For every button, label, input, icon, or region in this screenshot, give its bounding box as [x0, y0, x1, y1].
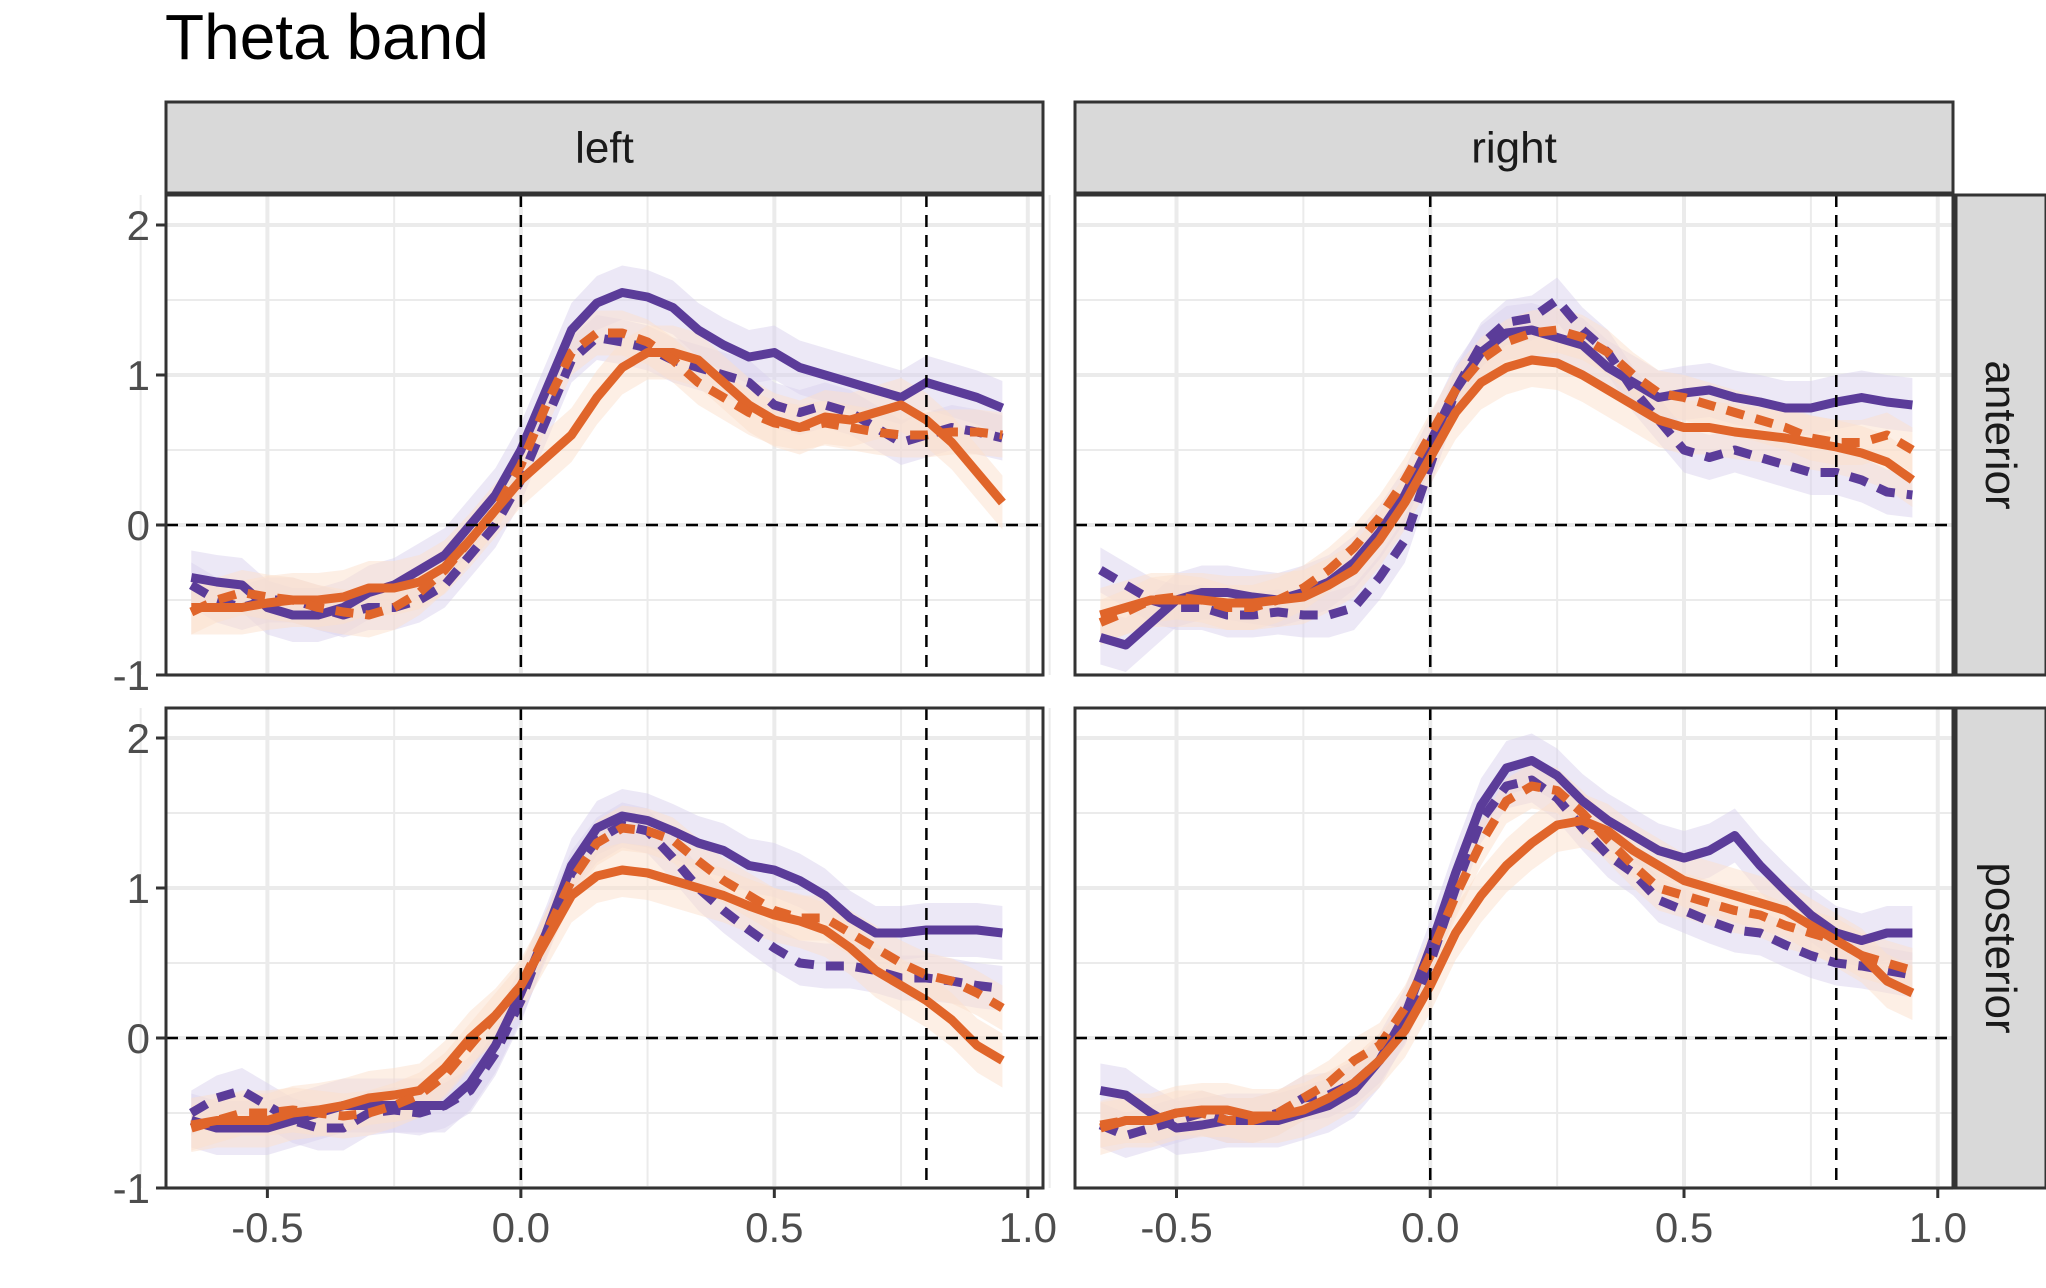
panel-border [1073, 193, 1955, 677]
chart-title: Theta band [165, 1, 489, 73]
series-line-orange-dashed [1099, 781, 1914, 1130]
y-tick-label: 0 [127, 502, 150, 549]
panel-right-posterior [1048, 706, 1955, 1190]
facet-strip-left [164, 100, 1045, 195]
x-tick-label: -0.5 [1140, 1204, 1212, 1251]
series-line-purple-dashed [1098, 295, 1913, 620]
x-tick-label: 0.5 [745, 1204, 803, 1251]
facet-strip-label-posterior: posterior [1976, 862, 2025, 1033]
y-tick-label: 0 [127, 1015, 150, 1062]
y-tick-label: 1 [127, 352, 150, 399]
confidence-ribbon-purple-dashed [191, 315, 1003, 638]
facet-strip-anterior [1954, 193, 2046, 677]
confidence-ribbon-orange-solid [191, 325, 1003, 635]
y-tick-label: -1 [113, 652, 150, 699]
confidence-ribbon-purple-solid [1100, 733, 1913, 1155]
y-tick-label: -1 [113, 1165, 150, 1212]
facet-strip-right [1073, 100, 1955, 195]
panel-left-posterior [139, 706, 1045, 1190]
facet-strip-label-anterior: anterior [1976, 360, 2025, 509]
series-line-orange-solid [1099, 816, 1915, 1133]
x-tick-label: 1.0 [1909, 1204, 1967, 1251]
y-tick-label: 2 [127, 202, 150, 249]
series-line-purple-dashed [1098, 775, 1914, 1140]
series-line-purple-solid [190, 288, 1005, 620]
series-line-purple-solid [1099, 325, 1913, 650]
panel-left-anterior [139, 193, 1045, 677]
facet-strip-posterior [1954, 706, 2046, 1190]
x-tick-label: 1.0 [999, 1204, 1057, 1251]
series-line-orange-solid [191, 348, 1006, 612]
panel-right-anterior [1048, 193, 1955, 677]
confidence-ribbon-purple-solid [191, 265, 1003, 642]
series-line-purple-dashed [189, 333, 1004, 620]
y-tick-label: 2 [127, 715, 150, 762]
panel-border [164, 706, 1045, 1190]
x-tick-label: 0.0 [1401, 1204, 1459, 1251]
series-line-orange-dashed [190, 823, 1005, 1133]
panel-data-layer [1098, 277, 1916, 672]
x-tick-label: 0.5 [1655, 1204, 1713, 1251]
x-tick-label: 0.0 [492, 1204, 550, 1251]
panel-data-layer [189, 789, 1005, 1155]
y-tick-label: 1 [127, 865, 150, 912]
panel-data-layer [189, 265, 1006, 642]
series-line-orange-solid [190, 865, 1005, 1130]
facet-strip-label-left: left [575, 124, 634, 173]
panel-border [1073, 706, 1955, 1190]
series-line-orange-solid [1099, 355, 1916, 620]
facet-strip-label-right: right [1471, 124, 1557, 173]
panel-data-layer [1098, 733, 1915, 1158]
panel-border [164, 193, 1045, 677]
x-tick-label: -0.5 [231, 1204, 303, 1251]
series-line-orange-dashed [189, 328, 1003, 620]
